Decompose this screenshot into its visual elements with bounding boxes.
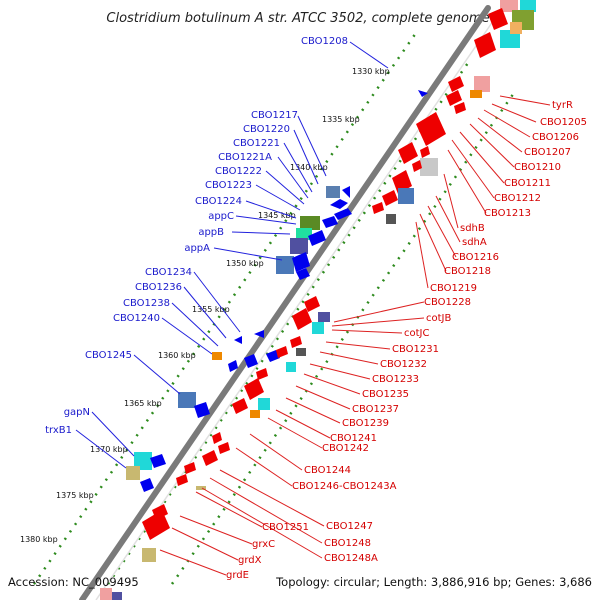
gene-label: CBO1206 [532,132,579,143]
gene-label: CBO1216 [452,252,499,263]
gene-label: tyrR [552,100,573,111]
gene-label: grxC [252,539,275,550]
topology-text: Topology: circular; Length: 3,886,916 bp… [275,575,592,589]
reverse-labels: CBO1208 CBO1217 CBO1220 CBO1221 CBO1221A… [45,36,348,436]
gene-label: CBO1244 [304,465,351,476]
scale-label: 1335 kbp [322,115,360,124]
gene-label: CBO1235 [362,389,409,400]
gene-label: CBO1221A [218,152,272,163]
gene-label: CBO1251 [262,522,309,533]
scale-label: 1370 kbp [90,445,128,454]
gene-label: CBO1205 [540,117,587,128]
scale-label: 1330 kbp [352,67,390,76]
gene-label: appC [208,211,234,222]
gene-label: CBO1236 [135,282,182,293]
inner-right-dot-track [170,89,518,585]
gene-label: CBO1237 [352,404,399,415]
gene-label: CBO1231 [392,344,439,355]
gene-label: CBO1220 [243,124,290,135]
gene-label: CBO1246-CBO1243A [292,481,397,492]
gene-label: CBO1223 [205,180,252,191]
gene-label: trxB1 [45,425,72,436]
gene-label: CBO1247 [326,521,373,532]
gene-label: CBO1207 [524,147,571,158]
gene-label: cotJC [404,328,429,339]
gene-label: CBO1234 [145,267,192,278]
genome-backbone [79,5,491,600]
gene-label: CBO1210 [514,162,561,173]
gene-label: CBO1222 [215,166,262,177]
scale-label: 1365 kbp [124,399,162,408]
scale-label: 1340 kbp [290,163,328,172]
gene-label: CBO1245 [85,350,132,361]
scale-label: 1355 kbp [192,305,230,314]
gene-label: CBO1233 [372,374,419,385]
forward-strand-features [100,0,536,600]
gene-label: CBO1224 [195,196,242,207]
gene-label: CBO1248 [324,538,371,549]
gene-label: CBO1238 [123,298,170,309]
gene-label: sdhB [460,223,485,234]
gene-label: CBO1248A [324,553,378,564]
gene-label: CBO1211 [504,178,551,189]
genome-backbone-edge [95,7,503,600]
gene-label: CBO1208 [301,36,348,47]
gene-label: sdhA [462,237,487,248]
gene-label: CBO1232 [380,359,427,370]
map-title: Clostridium botulinum A str. ATCC 3502, … [106,11,489,26]
gene-label: grdX [238,555,262,566]
reverse-strand-features [126,90,428,492]
gene-label: CBO1242 [322,443,369,454]
gene-label: CBO1218 [444,266,491,277]
gene-label: grdE [226,570,249,581]
gene-label: CBO1221 [233,138,280,149]
scale-label: 1345 kbp [258,211,296,220]
reverse-label-leaders [75,41,389,469]
gene-label: CBO1217 [251,110,298,121]
scale-label: 1350 kbp [226,259,264,268]
scale-label: 1380 kbp [20,535,58,544]
scale-label: 1375 kbp [56,491,94,500]
scale-labels: 1330 kbp 1335 kbp 1340 kbp 1345 kbp 1350… [20,67,390,544]
gene-label: appA [184,243,210,254]
forward-labels: tyrR CBO1205 CBO1206 CBO1207 CBO1210 CBO… [226,100,587,581]
gene-label: CBO1212 [494,193,541,204]
gene-label: CBO1228 [424,297,471,308]
gene-label: appB [198,227,224,238]
gene-label: cotJB [426,313,451,324]
gene-label: CBO1219 [430,283,477,294]
accession-text: Accession: NC_009495 [8,575,139,589]
scale-label: 1360 kbp [158,351,196,360]
gene-label: CBO1240 [113,313,160,324]
forward-label-leaders [159,95,551,576]
gene-label: CBO1241 [330,433,377,444]
gene-label: gapN [64,407,90,418]
gene-label: CBO1213 [484,208,531,219]
gene-label: CBO1239 [342,418,389,429]
